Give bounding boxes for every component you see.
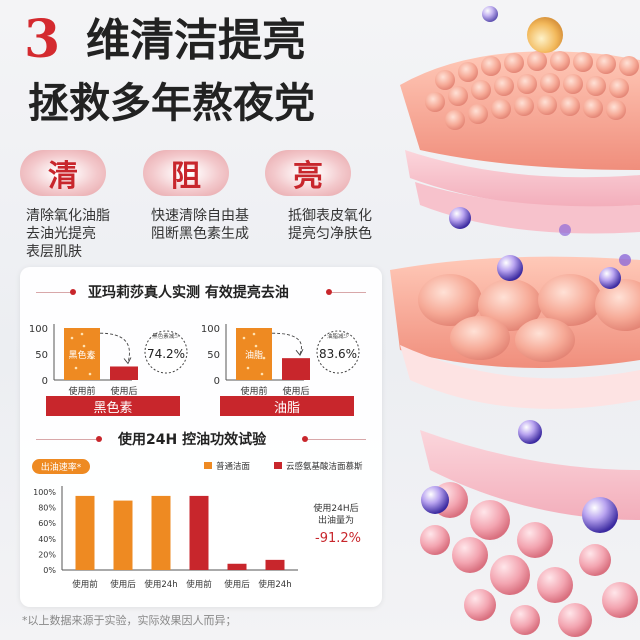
y-tick-label: 0 <box>214 376 220 387</box>
oil-label: 油脂 <box>220 396 354 416</box>
bar <box>189 495 209 570</box>
y-tick-label: 60% <box>38 519 56 528</box>
x-tick-label: 使用后 <box>110 385 137 397</box>
reduction-badge-value: 83.6% <box>319 347 357 361</box>
bar-texture-dot <box>242 336 246 340</box>
bar-texture-dot <box>252 332 256 336</box>
bar-after <box>110 366 138 380</box>
reduction-badge-label: 油脂减少 <box>327 332 350 340</box>
annotation-line: 使用24H后 <box>313 502 358 514</box>
x-tick-label: 使用后 <box>224 579 250 590</box>
bar-texture-dot <box>246 366 250 370</box>
divider <box>332 292 366 293</box>
feature-text-bright: 抵御表皮氧化 提亮匀净肤色 <box>288 207 418 243</box>
y-tick-label: 100 <box>29 324 48 335</box>
x-tick-label: 使用后 <box>110 579 136 590</box>
reduction-badge-label: 黑色素减少 <box>152 332 180 340</box>
y-tick-label: 100 <box>201 324 220 335</box>
trend-arrow <box>99 332 130 363</box>
bar-after <box>282 358 310 380</box>
divider-dot <box>326 289 332 295</box>
feature-text-clean: 清除氧化油脂 去油光提亮 表层肌肤 <box>26 207 156 261</box>
x-tick-label: 使用前 <box>68 385 95 397</box>
bar-before <box>64 328 100 380</box>
y-tick-label: 40% <box>38 535 56 544</box>
trend-arrow <box>271 332 302 355</box>
x-tick-label: 使用前 <box>72 579 98 590</box>
rate-tag <box>32 459 90 474</box>
bar <box>151 495 171 570</box>
reduction-badge-value: 74.2% <box>147 347 185 361</box>
feature-line: 去油光提亮 <box>26 226 96 242</box>
bar <box>227 563 247 570</box>
divider-dot <box>70 289 76 295</box>
divider <box>308 439 366 440</box>
bar <box>113 500 133 570</box>
bar-texture-dot <box>260 372 264 376</box>
headline-title: 维清洁提亮 <box>86 15 306 66</box>
bar-inner-label: 黑色素 <box>68 349 95 361</box>
feature-badge-clean: 清 <box>20 150 106 196</box>
bar <box>75 495 95 570</box>
feature-line: 快速清除自由基 <box>151 208 249 224</box>
bar-texture-dot <box>90 356 94 360</box>
annotation-line: 出油量为 <box>318 514 354 526</box>
test1-title: 亚玛莉莎真人实测 有效提亮去油 <box>88 285 289 301</box>
y-tick-label: 100% <box>33 488 56 497</box>
feature-badge-bright: 亮 <box>265 150 351 196</box>
bar-inner-label: 油脂 <box>245 349 263 361</box>
bar-texture-dot <box>88 372 92 376</box>
divider-dot <box>302 436 308 442</box>
legend-swatch <box>274 462 282 469</box>
feature-line: 阻断黑色素生成 <box>151 226 249 242</box>
x-tick-label: 使用前 <box>240 385 267 397</box>
feature-line: 表层肌肤 <box>26 244 82 260</box>
y-tick-label: 20% <box>38 550 56 559</box>
bar-texture-dot <box>262 356 266 360</box>
legend-label: 普通洁面 <box>216 461 251 472</box>
rate-tag-label: 出油速率* <box>41 461 82 473</box>
feature-line: 提亮匀净肤色 <box>288 226 372 242</box>
bar <box>265 559 285 570</box>
headline-number: 3 <box>24 9 61 70</box>
feature-line: 清除氧化油脂 <box>26 208 110 224</box>
y-tick-label: 80% <box>38 504 56 513</box>
feature-line: 抵御表皮氧化 <box>288 208 372 224</box>
bar-texture-dot <box>254 344 258 348</box>
x-tick-label: 使用后 <box>282 385 309 397</box>
legend-swatch <box>204 462 212 469</box>
skin-layers-illustration <box>390 6 640 637</box>
melanin-label: 黑色素 <box>46 396 180 416</box>
divider <box>36 292 74 293</box>
bar-texture-dot <box>70 336 74 340</box>
test2-title: 使用24H 控油功效试验 <box>118 432 267 448</box>
feature-text-block: 快速清除自由基 阻断黑色素生成 <box>151 207 281 243</box>
legend-label: 云感氨基酸洁面慕斯 <box>286 461 363 472</box>
headline-subtitle: 拯救多年熬夜党 <box>28 79 315 127</box>
divider-dot <box>96 436 102 442</box>
x-tick-label: 使用24h <box>144 579 177 590</box>
divider <box>36 439 96 440</box>
y-tick-label: 0 <box>42 376 48 387</box>
bar-texture-dot <box>82 344 86 348</box>
x-tick-label: 使用前 <box>186 579 212 590</box>
bar-before <box>236 328 272 380</box>
y-tick-label: 50 <box>35 350 48 361</box>
arrow-head <box>295 348 304 356</box>
bar-texture-dot <box>80 332 84 336</box>
reduction-badge <box>316 330 360 374</box>
footnote: *以上数据来源于实验，实际效果因人而异； <box>22 614 237 627</box>
bar-texture-dot <box>74 366 78 370</box>
oil-rate-chart: 出油速率* 普通洁面 云感氨基酸洁面慕斯0%20%40%60%80%100%使用前使… <box>32 459 363 590</box>
y-tick-label: 50 <box>207 350 220 361</box>
arrow-head <box>123 357 132 365</box>
reduction-badge <box>144 330 188 374</box>
annotation-value: -91.2% <box>315 531 361 546</box>
y-tick-label: 0% <box>43 566 56 575</box>
x-tick-label: 使用24h <box>258 579 291 590</box>
feature-badge-block: 阻 <box>143 150 229 196</box>
